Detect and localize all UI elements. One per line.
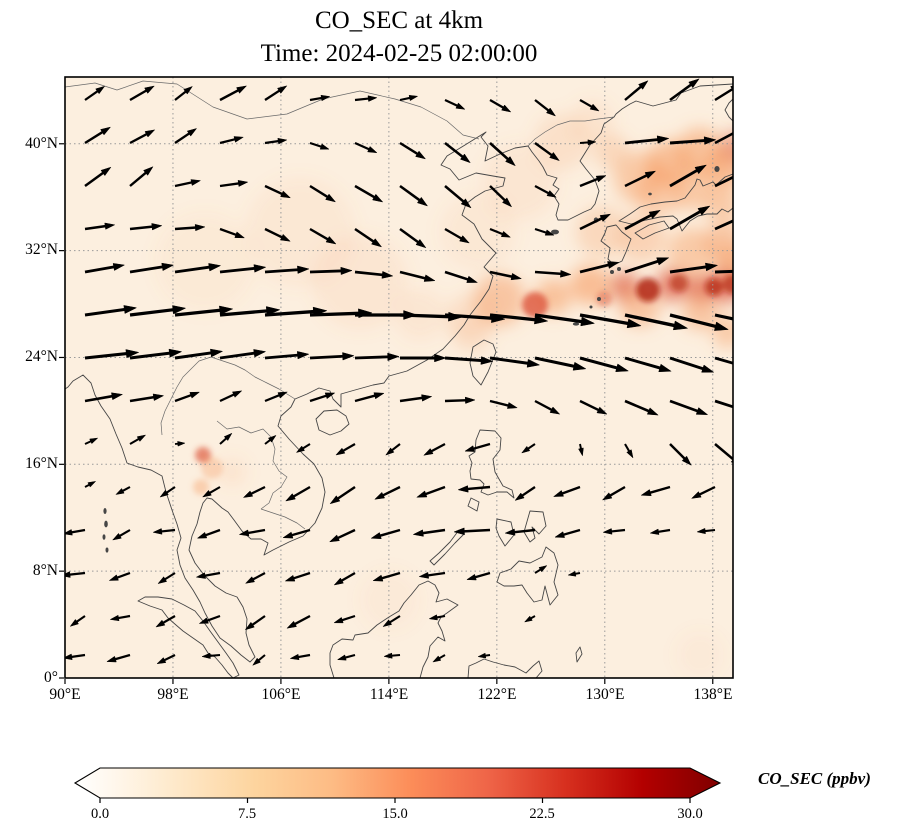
coastline-sulawesi xyxy=(467,658,543,678)
coastline-panay-negros xyxy=(495,518,515,547)
co-concentration-shading xyxy=(155,100,733,678)
lat-tick-label: 24°N xyxy=(25,348,58,365)
lat-tick-label: 0° xyxy=(44,669,58,686)
map-plot-area xyxy=(59,76,734,684)
colorbar-tick-label: 15.0 xyxy=(382,806,408,822)
coastline-hainan xyxy=(315,409,350,436)
colorbar-unit-label: CO_SEC (ppbv) xyxy=(758,769,871,788)
colorbar: 0.0 7.5 15.0 22.5 30.0 xyxy=(73,766,722,836)
lon-tick-label: 130°E xyxy=(585,686,625,703)
colorbar-tick-label: 0.0 xyxy=(90,806,110,822)
coastline-mainland-asia xyxy=(65,83,733,663)
lat-tick-label: 16°N xyxy=(25,455,58,472)
lon-tick-label: 122°E xyxy=(477,686,517,703)
graticule-gridlines xyxy=(65,77,733,678)
colorbar-gradient-bar xyxy=(73,767,722,803)
lon-tick-label: 106°E xyxy=(261,686,301,703)
lat-tick-label: 8°N xyxy=(32,562,58,579)
axis-tick-marks xyxy=(59,143,714,684)
lon-tick-label: 90°E xyxy=(49,686,81,703)
country-borders xyxy=(65,80,615,530)
chart-subtitle-time: Time: 2024-02-25 02:00:00 xyxy=(260,40,538,67)
colorbar-tick-label: 22.5 xyxy=(529,806,555,822)
lon-tick-label: 138°E xyxy=(693,686,733,703)
coastline-luzon xyxy=(468,429,515,499)
chart-title: CO_SEC at 4km xyxy=(314,7,484,34)
coastline-shikoku xyxy=(634,220,670,240)
coastline-samar-leyte xyxy=(523,510,547,543)
lon-tick-label: 114°E xyxy=(369,686,409,703)
coastline-mindanao xyxy=(496,546,559,606)
coastline-halmahera xyxy=(575,646,583,663)
coastline-honshu xyxy=(618,173,733,232)
lon-tick-label: 98°E xyxy=(157,686,189,703)
colorbar-tick-label: 30.0 xyxy=(677,806,703,822)
map-border xyxy=(64,76,734,679)
coastline-sumatra xyxy=(137,596,240,678)
co-concentration-hotspots xyxy=(193,274,733,495)
coastline-mindoro xyxy=(467,497,480,512)
coastline-taiwan xyxy=(469,339,497,386)
wind-quiver-arrows xyxy=(65,78,733,666)
lat-tick-label: 40°N xyxy=(25,135,58,152)
coastline-borneo xyxy=(329,580,459,678)
lat-tick-label: 32°N xyxy=(25,241,58,258)
coastlines xyxy=(65,80,733,678)
coastline-hokkaido-edge xyxy=(724,98,733,122)
map-canvas xyxy=(59,76,734,684)
colorbar-tick-label: 7.5 xyxy=(237,806,257,822)
